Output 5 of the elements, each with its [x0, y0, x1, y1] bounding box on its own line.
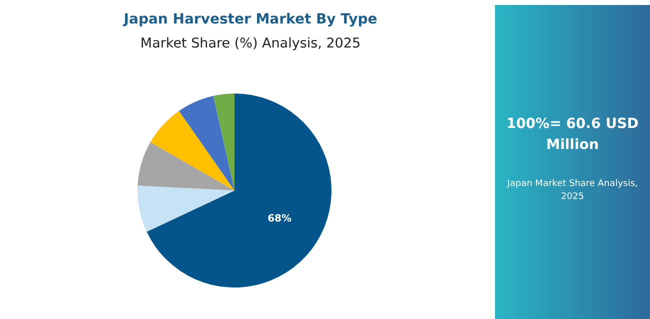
- text: Japan Market Share Analysis, 2025: [506, 178, 639, 204]
- chart-subtitle: Market Share (%) Analysis, 2025: [140, 36, 361, 52]
- chart-title: Japan Harvester Market By Type: [122, 12, 378, 28]
- data-label: 68%: [268, 214, 292, 225]
- text: 100%= 60.6 USD Million: [505, 114, 640, 155]
